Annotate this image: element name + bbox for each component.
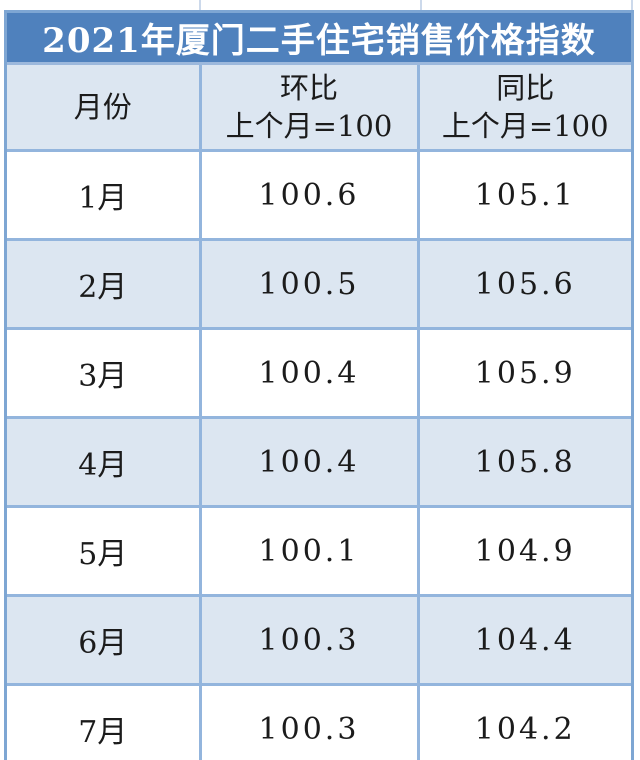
table-row: 5月 100.1 104.9 [7, 505, 631, 597]
mom-cell: 100.5 [198, 238, 420, 330]
mom-cell: 100.3 [198, 683, 420, 760]
yoy-cell: 104.4 [416, 594, 631, 686]
table-row: 3月 100.4 105.9 [7, 327, 631, 419]
mom-cell: 100.4 [198, 327, 420, 419]
table-title: 2021年厦门二手住宅销售价格指数 [7, 13, 631, 65]
gridline-stub [199, 0, 201, 11]
yoy-cell: 105.6 [416, 238, 631, 330]
mom-cell: 100.6 [198, 149, 420, 241]
price-index-table: 2021年厦门二手住宅销售价格指数 月份 环比 上个月=100 同比 上个月=1… [7, 13, 631, 760]
month-cell: 7月 [7, 683, 202, 760]
header-row: 月份 环比 上个月=100 同比 上个月=100 [7, 62, 631, 152]
gridline-stub [420, 0, 422, 11]
yoy-cell: 104.9 [416, 505, 631, 597]
month-cell: 5月 [7, 505, 202, 597]
column-header-yoy: 同比 上个月=100 [416, 62, 631, 152]
month-cell: 1月 [7, 149, 202, 241]
column-header-mom-line2: 上个月=100 [225, 109, 393, 143]
gridline-stub [631, 0, 633, 11]
column-header-mom: 环比 上个月=100 [198, 62, 420, 152]
table-frame: 2021年厦门二手住宅销售价格指数 月份 环比 上个月=100 同比 上个月=1… [4, 10, 634, 760]
yoy-cell: 105.9 [416, 327, 631, 419]
table-row: 4月 100.4 105.8 [7, 416, 631, 508]
yoy-cell: 105.8 [416, 416, 631, 508]
table-row: 6月 100.3 104.4 [7, 594, 631, 686]
column-header-mom-line1: 环比 [279, 71, 338, 105]
mom-cell: 100.4 [198, 416, 420, 508]
table-row: 7月 100.3 104.2 [7, 683, 631, 760]
month-cell: 4月 [7, 416, 202, 508]
month-cell: 3月 [7, 327, 202, 419]
month-cell: 2月 [7, 238, 202, 330]
mom-cell: 100.1 [198, 505, 420, 597]
table-row: 1月 100.6 105.1 [7, 149, 631, 241]
yoy-cell: 105.1 [416, 149, 631, 241]
column-header-yoy-line2: 上个月=100 [441, 109, 609, 143]
column-header-month: 月份 [7, 62, 202, 152]
mom-cell: 100.3 [198, 594, 420, 686]
yoy-cell: 104.2 [416, 683, 631, 760]
title-row: 2021年厦门二手住宅销售价格指数 [7, 13, 631, 65]
table-row: 2月 100.5 105.6 [7, 238, 631, 330]
column-header-yoy-line1: 同比 [496, 71, 555, 105]
month-cell: 6月 [7, 594, 202, 686]
